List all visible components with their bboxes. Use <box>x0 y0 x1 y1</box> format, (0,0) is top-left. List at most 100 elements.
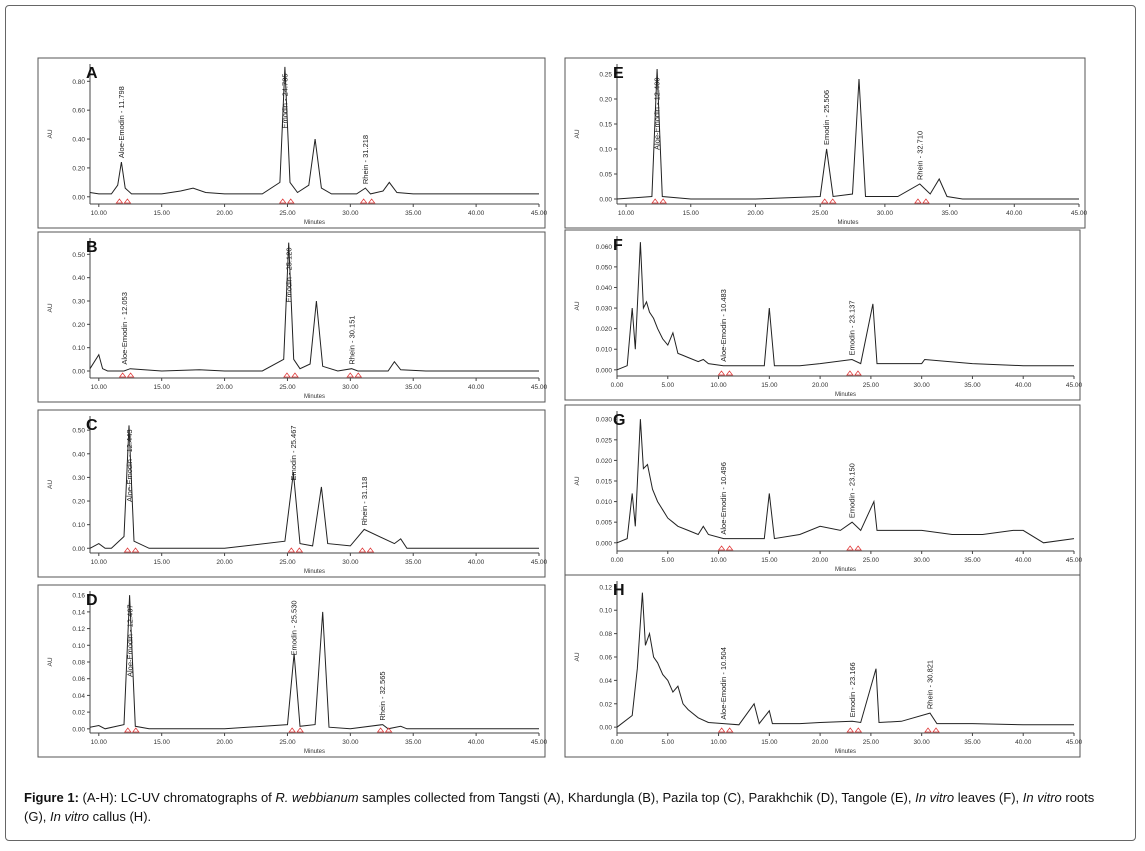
y-tick-label: 0.060 <box>596 244 613 251</box>
x-tick-label: 45.00 <box>1066 382 1083 389</box>
baseline-marker <box>651 198 667 204</box>
baseline-marker <box>717 727 734 733</box>
peak-label: Rhein - 32.565 <box>378 671 387 720</box>
x-tick-label: 35.00 <box>964 382 981 389</box>
panel-letter: H <box>613 582 625 599</box>
peak-label: Aloe-Emodin - 10.496 <box>719 462 728 535</box>
y-tick-label: 0.06 <box>599 655 612 662</box>
y-tick-label: 0.020 <box>596 326 613 333</box>
baseline-marker <box>115 198 132 204</box>
y-tick-label: 0.10 <box>72 643 85 650</box>
peak-label: Emodin - 24.785 <box>280 73 289 128</box>
baseline-marker <box>359 198 376 204</box>
x-axis-label: Minutes <box>835 749 856 755</box>
x-tick-label: 0.00 <box>611 739 624 746</box>
y-tick-label: 0.40 <box>72 451 85 458</box>
y-tick-label: 0.025 <box>596 437 613 444</box>
x-tick-label: 25.00 <box>279 384 296 391</box>
y-tick-label: 0.00 <box>599 197 612 204</box>
chromatogram-panel: 0.00 5.00 10.00 15.00 20.00 25.00 30.00 35.00 40… <box>564 229 1083 401</box>
x-tick-label: 40.00 <box>468 739 485 746</box>
panel-letter: F <box>613 237 623 254</box>
y-tick-label: 0.15 <box>599 122 612 129</box>
x-tick-label: 45.00 <box>531 559 548 566</box>
y-tick-label: 0.40 <box>72 275 85 282</box>
y-tick-label: 0.030 <box>596 417 613 424</box>
y-tick-label: 0.030 <box>596 306 613 313</box>
figure: 10.00 15.00 20.00 25.00 30.00 35.00 40.00 45.00… <box>37 57 1088 758</box>
x-tick-label: 5.00 <box>661 739 674 746</box>
panel-frame <box>564 229 1081 401</box>
figure-frame <box>5 5 1136 841</box>
y-tick-label: 0.25 <box>599 72 612 79</box>
y-tick-label: 0.04 <box>599 678 612 685</box>
baseline-marker <box>846 370 862 376</box>
baseline-marker <box>124 727 140 733</box>
chromatogram-panel: 10.00 15.00 20.00 25.00 30.00 35.00 40.00 45.00… <box>37 584 548 758</box>
y-tick-label: 0.10 <box>72 345 85 352</box>
y-tick-label: 0.12 <box>72 626 85 633</box>
caption-italic: In vitro <box>50 809 90 824</box>
x-tick-label: 40.00 <box>1015 557 1032 564</box>
panel-frame <box>37 231 546 403</box>
x-tick-label: 25.00 <box>279 210 296 217</box>
y-tick-label: 0.10 <box>72 522 85 529</box>
y-tick-label: 0.050 <box>596 264 613 271</box>
x-tick-label: 35.00 <box>964 739 981 746</box>
y-tick-label: 0.10 <box>599 147 612 154</box>
baseline-marker <box>287 547 304 553</box>
trace <box>89 595 539 730</box>
x-tick-label: 15.00 <box>683 210 700 217</box>
y-axis-label: AU <box>574 476 581 485</box>
y-tick-label: 0.00 <box>72 369 85 376</box>
x-tick-label: 20.00 <box>216 384 233 391</box>
x-tick-label: 25.00 <box>863 382 880 389</box>
x-tick-label: 30.00 <box>342 210 359 217</box>
x-tick-label: 30.00 <box>877 210 894 217</box>
x-tick-label: 30.00 <box>914 557 931 564</box>
x-tick-label: 10.00 <box>91 559 108 566</box>
baseline-marker <box>118 372 135 378</box>
peak-label: Aloe-Emodin - 10.504 <box>719 647 728 720</box>
x-tick-label: 20.00 <box>216 559 233 566</box>
baseline-marker <box>820 198 837 204</box>
chromatogram-panel: 10.00 15.00 20.00 25.00 30.00 35.00 40.00 45.00… <box>37 409 548 578</box>
y-tick-label: 0.05 <box>599 172 612 179</box>
x-tick-label: 20.00 <box>812 557 829 564</box>
trace <box>89 242 539 372</box>
y-tick-label: 0.14 <box>72 609 85 616</box>
x-tick-label: 25.00 <box>812 210 829 217</box>
x-tick-label: 15.00 <box>154 739 171 746</box>
chromatogram-panel: 10.00 15.00 20.00 25.00 30.00 35.00 40.00 45.00… <box>37 57 548 229</box>
x-tick-label: 35.00 <box>405 559 422 566</box>
y-tick-label: 0.02 <box>599 701 612 708</box>
y-tick-label: 0.50 <box>72 428 85 435</box>
peak-label: Emodin - 25.120 <box>284 247 293 302</box>
baseline-marker <box>717 545 734 551</box>
x-tick-label: 45.00 <box>531 739 548 746</box>
panel-letter: C <box>86 417 98 434</box>
peak-label: Aloe-Emodin - 12.443 <box>125 429 134 502</box>
x-tick-label: 10.00 <box>710 739 727 746</box>
y-tick-label: 0.08 <box>72 660 85 667</box>
panel-frame <box>564 404 1081 576</box>
x-tick-label: 10.00 <box>618 210 635 217</box>
y-axis-label: AU <box>574 301 581 310</box>
baseline-marker <box>717 370 734 376</box>
caption-label: Figure 1: <box>24 790 79 805</box>
y-tick-label: 0.00 <box>72 546 85 553</box>
y-tick-label: 0.010 <box>596 347 613 354</box>
y-axis-label: AU <box>574 129 581 138</box>
y-tick-label: 0.20 <box>72 499 85 506</box>
x-tick-label: 45.00 <box>1066 557 1083 564</box>
trace <box>616 419 1075 544</box>
peak-label: Aloe-Emodin - 12.400 <box>653 77 662 150</box>
x-tick-label: 20.00 <box>216 739 233 746</box>
x-tick-label: 30.00 <box>342 384 359 391</box>
x-tick-label: 25.00 <box>279 739 296 746</box>
peak-label: Emodin - 25.506 <box>822 90 831 145</box>
y-axis-label: AU <box>47 480 54 489</box>
x-tick-label: 25.00 <box>863 739 880 746</box>
caption-species: R. webbianum <box>275 790 359 805</box>
x-tick-label: 20.00 <box>812 739 829 746</box>
